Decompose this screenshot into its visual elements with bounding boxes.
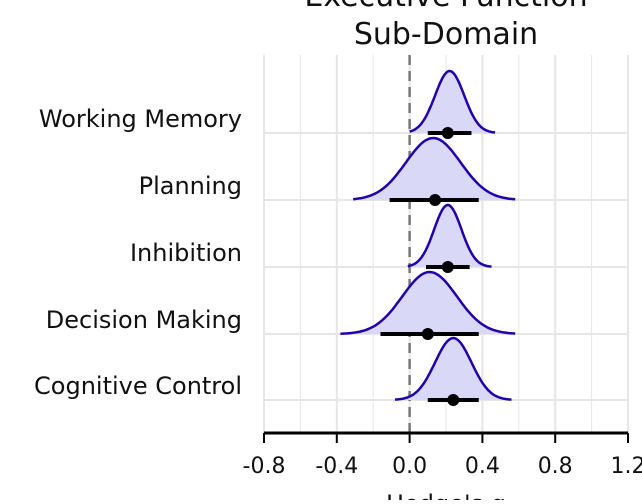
point-estimate (422, 328, 434, 340)
category-label: Planning (139, 172, 242, 200)
label-layer: Working Memory Planning Inhibition Decision… (34, 105, 242, 400)
point-estimate (442, 127, 454, 139)
density-layer (340, 71, 515, 400)
density-fill (395, 338, 512, 400)
point-estimate (447, 394, 459, 406)
density-fill (353, 138, 515, 200)
chart-title-line-2: Sub-Domain (354, 17, 538, 52)
category-label: Decision Making (46, 306, 242, 334)
chart-title-line-1: Executive Function (304, 0, 587, 14)
x-tick-label: 0.8 (538, 454, 573, 479)
density-fill (340, 272, 515, 334)
axis-layer: -0.8 -0.4 0.0 0.4 0.8 1.2 (243, 433, 642, 479)
category-label: Working Memory (39, 105, 242, 133)
x-tick-label: 1.2 (611, 454, 642, 479)
x-tick-label: -0.8 (243, 454, 286, 479)
point-estimate (442, 261, 454, 273)
x-tick-label: 0.4 (465, 454, 500, 479)
x-tick-label: -0.4 (315, 454, 358, 479)
category-label: Inhibition (130, 239, 242, 267)
x-tick-label: 0.0 (392, 454, 427, 479)
point-estimate (429, 194, 441, 206)
category-label: Cognitive Control (34, 372, 242, 400)
x-axis-title: Hedge's g (386, 490, 506, 500)
